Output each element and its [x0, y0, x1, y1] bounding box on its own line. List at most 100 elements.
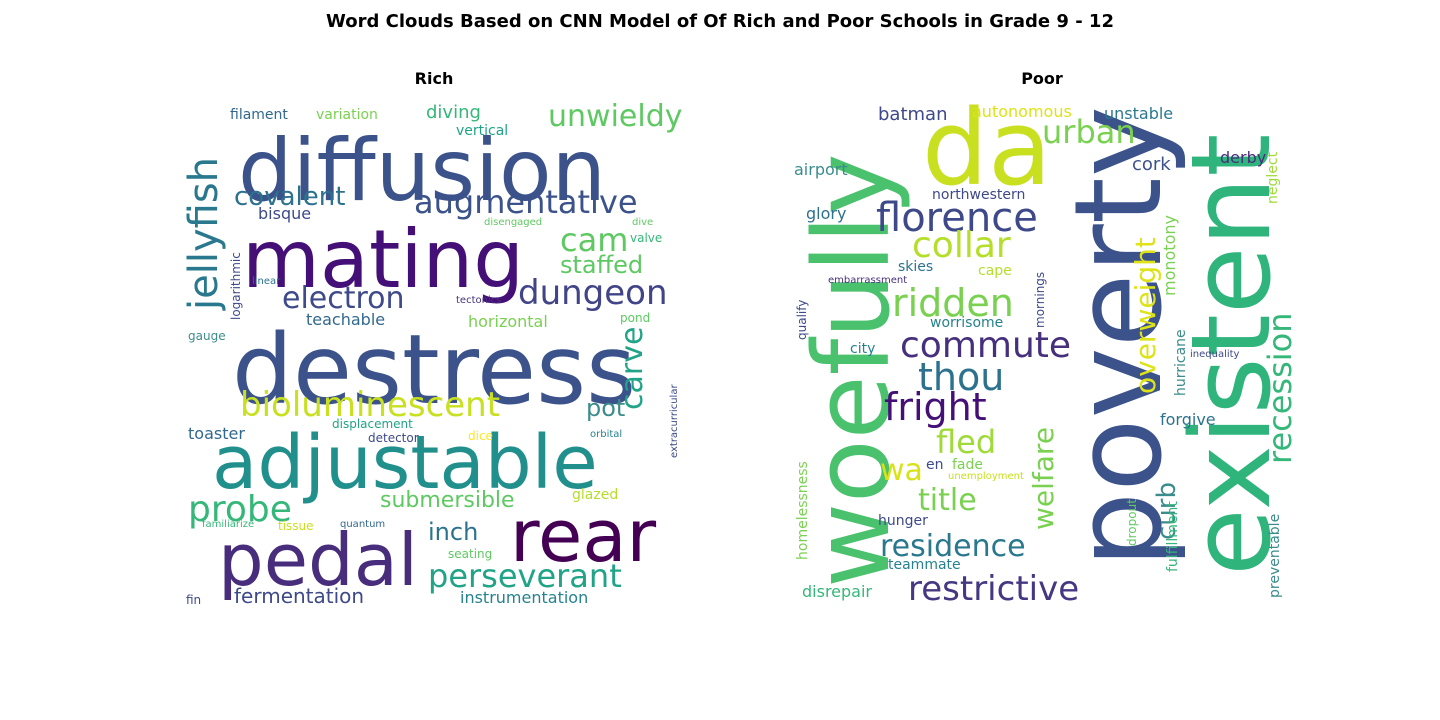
cloud-word: unstable — [1104, 104, 1174, 123]
cloud-word: extracurricular — [669, 384, 680, 458]
cloud-word: electron — [282, 281, 405, 316]
cloud-word: unwieldy — [548, 100, 683, 134]
cloud-word: ridden — [892, 281, 1014, 325]
cloud-word: city — [850, 341, 876, 357]
cloud-word: perseverant — [428, 557, 622, 595]
cloud-word: bioluminescent — [240, 385, 501, 425]
cloud-word: dive — [632, 217, 654, 228]
cloud-word: commute — [900, 325, 1072, 366]
poor-panel-title: Poor — [1021, 69, 1063, 88]
cloud-word: valve — [630, 231, 663, 245]
cloud-word: neglect — [1265, 151, 1281, 204]
cloud-word: preventable — [1267, 513, 1283, 598]
cloud-word: title — [918, 483, 977, 518]
poor-word-cloud: woefully da poverty existent florence collar r… — [792, 100, 1292, 610]
cloud-word: fermentation — [234, 584, 365, 608]
cloud-word: dice — [468, 429, 493, 443]
cloud-word: florence — [876, 195, 1038, 241]
cloud-word: da — [922, 100, 1052, 209]
cloud-word: gauge — [188, 329, 226, 343]
cloud-word: seating — [448, 547, 493, 561]
cloud-word: adjustable — [212, 420, 598, 506]
cloud-word: diffusion — [238, 121, 607, 221]
cloud-word: instrumentation — [460, 588, 589, 607]
cloud-word: mornings — [1033, 271, 1047, 328]
cloud-word: horizontal — [468, 312, 548, 331]
cloud-word: covalent — [234, 182, 346, 212]
cloud-word: urban — [1042, 113, 1136, 151]
cloud-word: airport — [794, 160, 848, 179]
cloud-word: probe — [188, 489, 292, 530]
cloud-word: vertical — [456, 123, 509, 139]
cloud-word: disengaged — [484, 217, 543, 228]
cloud-word: toaster — [188, 424, 245, 443]
cloud-word: displacement — [332, 417, 413, 431]
cloud-word: thou — [918, 355, 1005, 399]
cloud-word: forgive — [1160, 410, 1216, 429]
cloud-word: monotony — [1160, 215, 1179, 296]
cloud-word: tissue — [278, 519, 314, 533]
cloud-word: batman — [878, 104, 948, 125]
cloud-word: cape — [978, 263, 1012, 279]
cloud-word: dungeon — [518, 273, 668, 313]
cloud-word: hurricane — [1173, 329, 1189, 396]
cloud-word: pond — [620, 311, 651, 325]
cloud-word: fright — [884, 385, 987, 429]
cloud-word: northwestern — [932, 187, 1026, 203]
cloud-word: cork — [1132, 154, 1171, 175]
cloud-word: fulfillment — [1165, 501, 1181, 572]
cloud-word: residence — [880, 529, 1026, 564]
cloud-word: submersible — [380, 488, 515, 513]
cloud-word: cam — [560, 221, 629, 259]
cloud-word: rear — [510, 494, 657, 578]
cloud-word: augmentative — [414, 183, 638, 221]
cloud-word: fade — [952, 457, 984, 473]
figure-title: Word Clouds Based on CNN Model of Of Ric… — [326, 11, 1114, 32]
cloud-word: unemployment — [948, 471, 1024, 482]
cloud-word: fled — [936, 423, 997, 461]
cloud-word: teachable — [306, 310, 386, 329]
cloud-word: pot — [586, 394, 626, 422]
cloud-word: quantum — [340, 519, 386, 530]
cloud-word: recession — [1261, 312, 1292, 464]
cloud-word: familiarize — [202, 519, 255, 530]
cloud-word: detector — [368, 431, 419, 445]
rich-panel-title: Rich — [414, 69, 454, 88]
cloud-word: orbital — [590, 429, 623, 440]
cloud-word: worrisome — [930, 315, 1004, 331]
cloud-word: glory — [806, 204, 847, 223]
cloud-word: homelessness — [795, 461, 811, 560]
cloud-word: dropout — [1125, 499, 1139, 546]
cloud-word: wa — [880, 453, 923, 488]
cloud-word: pedal — [218, 518, 418, 602]
cloud-word: teammate — [888, 557, 961, 573]
cloud-word: linear — [252, 276, 281, 287]
cloud-word: diving — [426, 102, 481, 123]
cloud-word: bisque — [258, 204, 312, 223]
cloud-word: variation — [316, 107, 378, 123]
cloud-word: autonomous — [972, 102, 1072, 121]
cloud-word: mating — [242, 213, 525, 306]
cloud-word: tectonics — [456, 295, 502, 306]
cloud-word: destress — [232, 314, 637, 426]
rich-word-cloud: diffusion mating destress adjustable pedal re… — [184, 100, 684, 610]
cloud-word: welfare — [1027, 426, 1060, 530]
cloud-word: hunger — [878, 513, 928, 529]
cloud-word: derby — [1220, 148, 1267, 167]
cloud-word: inequality — [1190, 349, 1240, 360]
cloud-word: jellyfish — [184, 156, 227, 310]
cloud-word: glazed — [572, 487, 619, 503]
cloud-word: logarithmic — [229, 252, 243, 320]
cloud-word: fin — [186, 593, 202, 607]
cloud-word: overweight — [1129, 237, 1162, 394]
cloud-word: restrictive — [908, 569, 1080, 609]
cloud-word: qualify — [795, 299, 809, 340]
cloud-word: disrepair — [802, 582, 872, 601]
cloud-word: staffed — [560, 251, 644, 279]
cloud-word: filament — [230, 107, 288, 123]
cloud-word: en — [926, 457, 944, 473]
cloud-word: collar — [912, 225, 1011, 266]
cloud-word: skies — [898, 259, 934, 275]
cloud-word: inch — [428, 518, 479, 546]
cloud-word: embarrassment — [828, 275, 908, 286]
